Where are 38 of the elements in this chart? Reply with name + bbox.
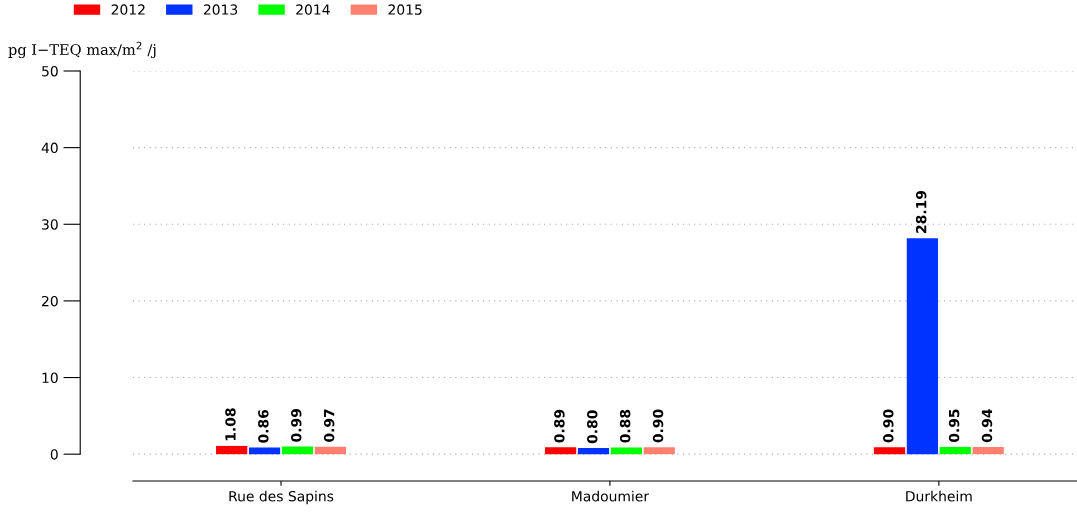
y-tick-label: 40 xyxy=(41,142,58,154)
bar xyxy=(939,446,971,455)
bar xyxy=(314,446,346,455)
y-tick-label: 30 xyxy=(42,219,58,230)
bar xyxy=(873,447,906,455)
legend-label: 2014 xyxy=(296,4,330,15)
legend-label: 2013 xyxy=(203,4,238,15)
y-tick-label: 0 xyxy=(50,449,58,460)
data-label: 0.90 xyxy=(883,409,894,443)
data-label: 0.86 xyxy=(258,409,269,443)
bar xyxy=(972,446,1004,455)
x-tick-label: Rue des Sapins xyxy=(229,490,334,505)
bar xyxy=(281,446,314,455)
y-tick-label: 20 xyxy=(42,295,58,307)
bar xyxy=(906,238,939,455)
data-label: 0.90 xyxy=(652,409,664,443)
legend-label: 2015 xyxy=(388,4,422,15)
y-tick-label: 10 xyxy=(42,372,58,384)
bar xyxy=(577,448,610,455)
data-label: 0.97 xyxy=(323,409,335,442)
x-tick-label: Madoumier xyxy=(572,490,650,502)
data-label: 0.89 xyxy=(554,409,565,443)
bar xyxy=(216,445,248,455)
bar xyxy=(544,447,577,455)
bar xyxy=(610,447,642,455)
x-tick-label: Durkheim xyxy=(906,490,972,502)
bar xyxy=(643,447,675,455)
legend-label: 2012 xyxy=(111,4,145,15)
data-label: 1.08 xyxy=(225,408,236,441)
data-label: 0.94 xyxy=(981,409,993,443)
data-label: 0.80 xyxy=(587,410,598,444)
bar xyxy=(248,447,281,455)
y-tick-label: 50 xyxy=(42,65,58,77)
data-label: 0.95 xyxy=(948,409,960,443)
y-axis-title: pg I−TEQ max/m$^{2}$ /j xyxy=(8,41,156,59)
data-label: 0.88 xyxy=(619,409,631,443)
data-label: 0.99 xyxy=(290,409,302,442)
data-label: 28.19 xyxy=(915,190,927,233)
